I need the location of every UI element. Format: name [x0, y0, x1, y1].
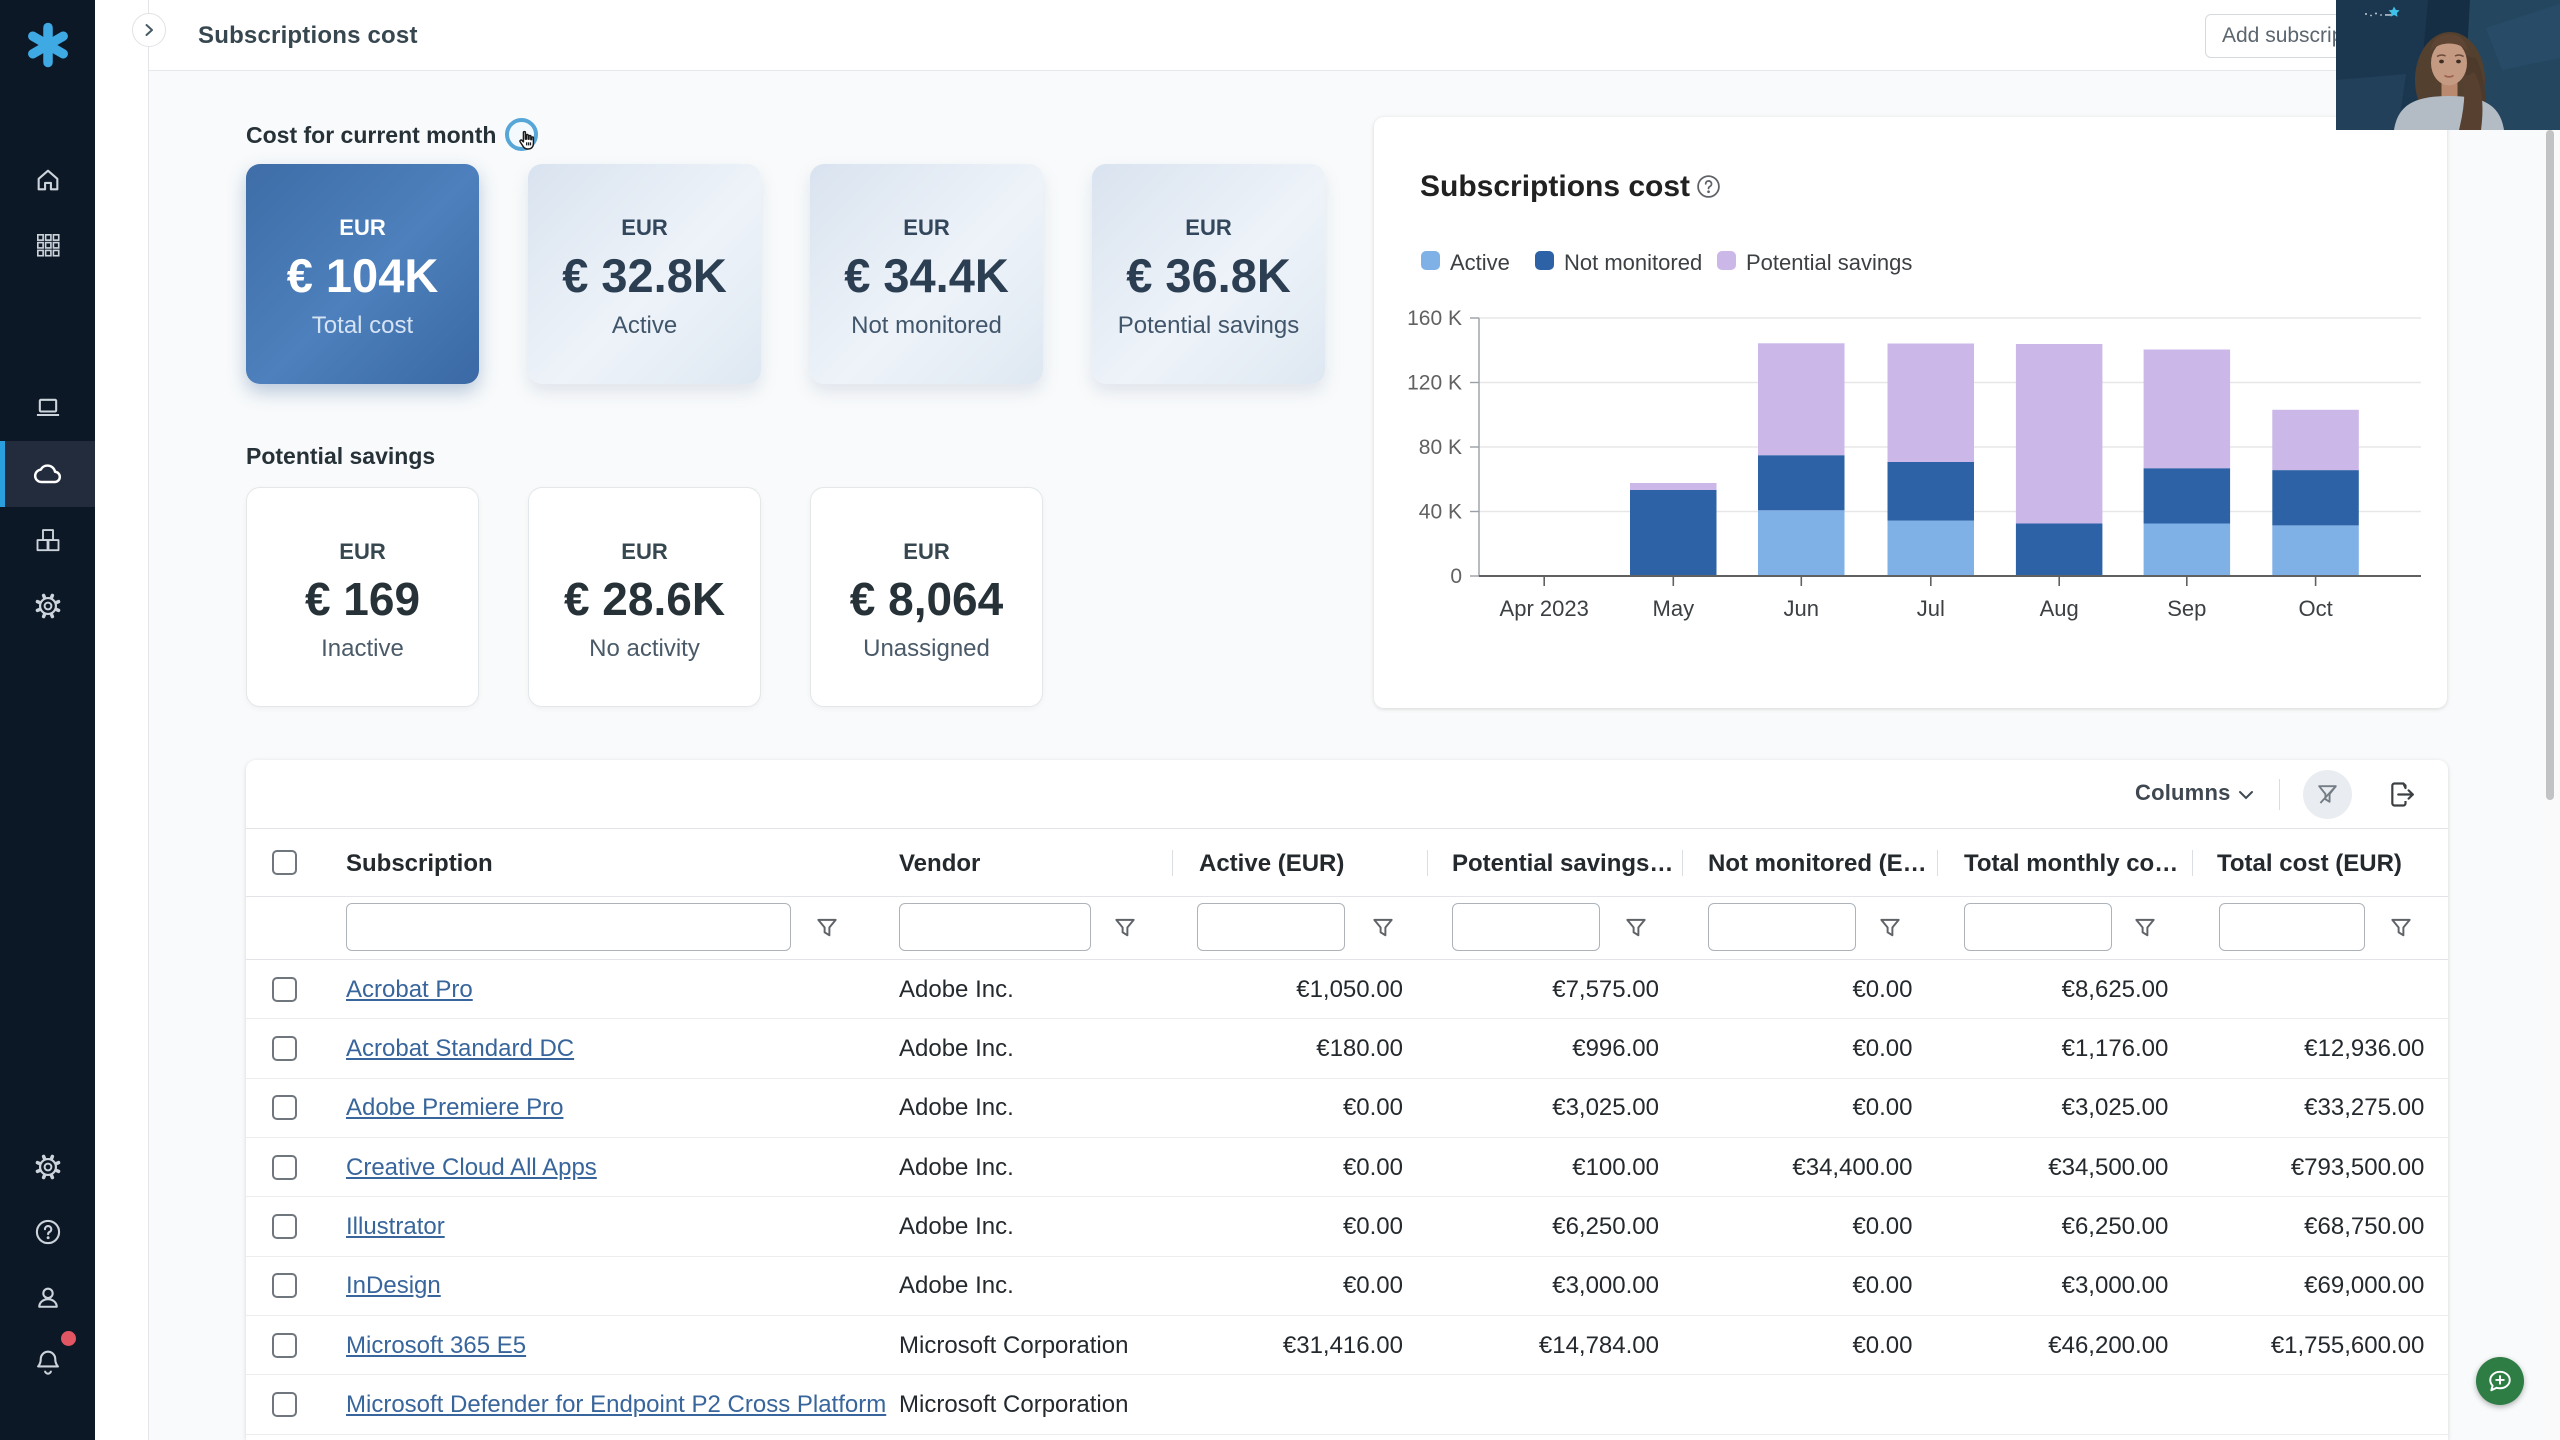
- svg-text:0: 0: [1450, 565, 1462, 588]
- svg-text:160 K: 160 K: [1407, 307, 1462, 330]
- svg-text:Jul: Jul: [1917, 596, 1945, 621]
- svg-text:120 K: 120 K: [1407, 372, 1462, 395]
- svg-text:Sep: Sep: [2167, 596, 2206, 621]
- svg-text:40 K: 40 K: [1419, 501, 1462, 524]
- svg-text:Apr 2023: Apr 2023: [1500, 596, 1589, 621]
- svg-text:Jun: Jun: [1784, 596, 1819, 621]
- svg-text:Oct: Oct: [2298, 596, 2332, 621]
- svg-text:80 K: 80 K: [1419, 436, 1462, 459]
- svg-text:Aug: Aug: [2040, 596, 2079, 621]
- svg-text:May: May: [1653, 596, 1695, 621]
